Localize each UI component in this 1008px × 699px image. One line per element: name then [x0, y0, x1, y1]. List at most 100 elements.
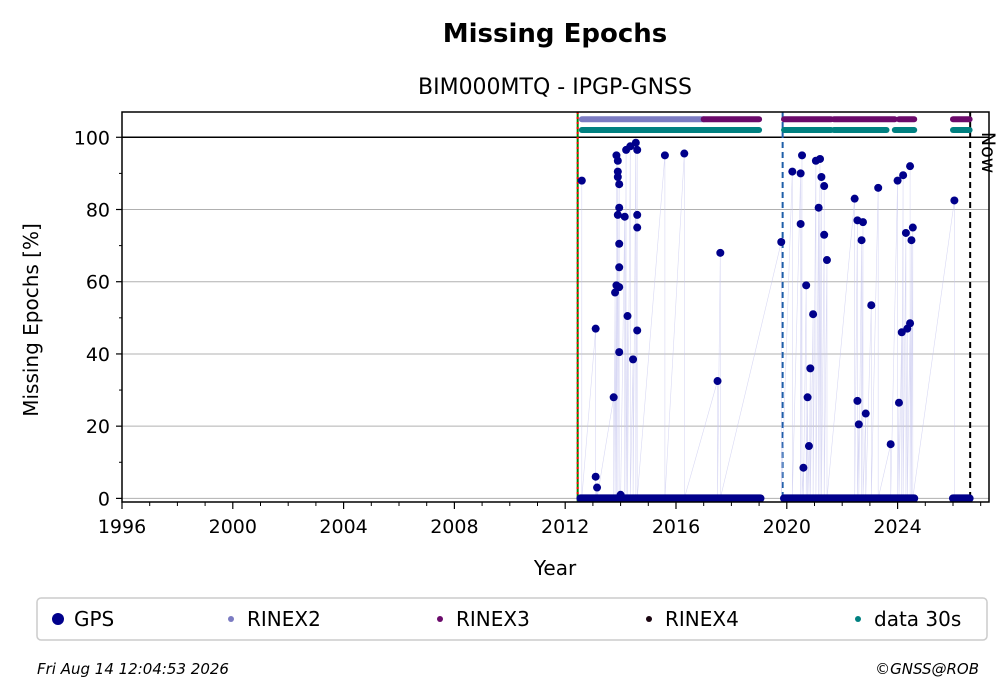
gps-point — [858, 218, 867, 227]
legend-marker — [437, 616, 443, 622]
x-tick-label: 2020 — [763, 516, 811, 538]
gps-point — [907, 236, 916, 245]
footer-timestamp: Fri Aug 14 12:04:53 2026 — [37, 660, 229, 678]
gps-point — [861, 409, 870, 418]
y-axis: 0 20 40 60 80 100 — [74, 127, 122, 510]
gps-point — [593, 483, 602, 492]
gps-point — [615, 283, 624, 292]
footer-copyright: ©GNSS@ROB — [875, 660, 979, 678]
gps-point — [609, 393, 618, 402]
gps-point — [796, 219, 805, 228]
y-tick-label: 40 — [86, 344, 110, 366]
gps-point — [806, 364, 815, 373]
x-tick-label: 1996 — [98, 516, 146, 538]
gps-point — [613, 156, 622, 165]
data-series — [576, 116, 974, 503]
legend-box — [36, 597, 988, 641]
chart-subtitle: BIM000MTQ - IPGP-GNSS — [418, 75, 692, 100]
legend-marker — [855, 616, 861, 622]
gps-point — [716, 248, 725, 257]
gps-point — [633, 223, 642, 232]
gps-point — [615, 239, 624, 248]
legend-label: RINEX3 — [456, 607, 530, 631]
gps-point — [713, 377, 722, 386]
gps-point — [901, 228, 910, 237]
legend-marker — [52, 613, 64, 625]
chart-title: Missing Epochs — [443, 19, 667, 49]
y-tick-label: 80 — [86, 200, 110, 222]
gps-connector-lines — [581, 142, 955, 499]
gps-point — [799, 463, 808, 472]
gps-point — [798, 151, 807, 160]
legend-label: RINEX2 — [247, 607, 321, 631]
x-tick-label: 2024 — [873, 516, 921, 538]
gps-point — [899, 171, 908, 180]
gps-point — [591, 324, 600, 333]
gps-point — [796, 169, 805, 178]
gps-point — [803, 393, 812, 402]
gps-point — [809, 310, 818, 319]
gps-point — [802, 281, 811, 290]
event-markers — [576, 112, 972, 502]
gps-point — [850, 194, 859, 203]
gps-point — [591, 472, 600, 481]
x-axis: 1996 2000 2004 2008 2012 2016 2020 2024 — [98, 502, 982, 538]
gps-point — [893, 176, 902, 185]
gps-point — [680, 149, 689, 158]
legend-label: data 30s — [874, 607, 961, 631]
gps-point — [854, 420, 863, 429]
plot-frame — [121, 111, 990, 503]
legend: GPS RINEX2 RINEX3 RINEX4 data 30s — [52, 607, 961, 631]
y-tick-label: 0 — [98, 488, 110, 510]
legend-label: GPS — [74, 607, 114, 631]
y-axis-label: Missing Epochs [%] — [19, 223, 43, 417]
gps-point — [613, 173, 622, 181]
gps-point — [814, 203, 823, 212]
gps-point — [777, 238, 786, 246]
gps-point — [615, 180, 624, 189]
gps-point — [633, 326, 642, 335]
gps-point — [615, 263, 624, 272]
gps-point — [623, 312, 632, 321]
gps-point — [615, 348, 624, 357]
gps-point — [817, 173, 826, 181]
gps-point — [906, 162, 915, 171]
gps-point — [906, 319, 915, 328]
gps-point — [950, 196, 959, 205]
x-tick-label: 2008 — [430, 516, 478, 538]
legend-marker — [646, 616, 652, 622]
now-label: Now — [977, 132, 999, 173]
gps-point — [894, 398, 903, 407]
gps-point — [615, 203, 624, 212]
legend-label: RINEX4 — [665, 607, 739, 631]
x-tick-label: 2012 — [541, 516, 589, 538]
gps-point — [660, 151, 669, 160]
gps-point — [820, 230, 829, 239]
gps-point — [613, 210, 622, 219]
x-tick-label: 2000 — [209, 516, 257, 538]
y-tick-label: 100 — [74, 127, 110, 149]
gps-point — [631, 138, 640, 147]
y-tick-label: 60 — [86, 272, 110, 294]
gps-point — [611, 288, 620, 297]
gps-point — [616, 490, 625, 499]
gps-point — [853, 396, 862, 405]
x-tick-label: 2016 — [652, 516, 700, 538]
gps-point — [633, 145, 642, 154]
x-axis-label: Year — [533, 556, 577, 580]
gps-point — [788, 167, 797, 176]
gps-point — [822, 256, 831, 265]
gps-point — [804, 442, 813, 451]
gps-point — [874, 183, 883, 192]
x-tick-label: 2004 — [319, 516, 367, 538]
gps-point — [857, 236, 866, 245]
legend-marker — [228, 616, 234, 622]
gps-point — [820, 182, 829, 191]
gps-point — [629, 355, 638, 364]
gps-point — [816, 154, 825, 163]
y-tick-label: 20 — [86, 416, 110, 438]
gps-point — [886, 440, 895, 449]
gps-point — [633, 210, 642, 219]
gps-point — [867, 301, 876, 310]
